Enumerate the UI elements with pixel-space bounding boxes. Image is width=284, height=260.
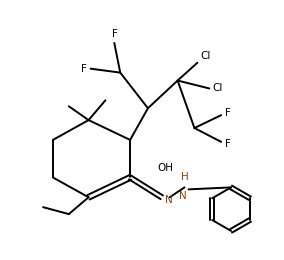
Text: Cl: Cl	[212, 83, 223, 93]
Text: F: F	[225, 139, 231, 149]
Text: H: H	[181, 172, 188, 183]
Text: N: N	[165, 195, 172, 205]
Text: F: F	[225, 108, 231, 118]
Text: OH: OH	[158, 162, 174, 173]
Text: F: F	[81, 64, 87, 74]
Text: N: N	[179, 191, 186, 201]
Text: Cl: Cl	[201, 51, 211, 61]
Text: F: F	[112, 29, 118, 39]
